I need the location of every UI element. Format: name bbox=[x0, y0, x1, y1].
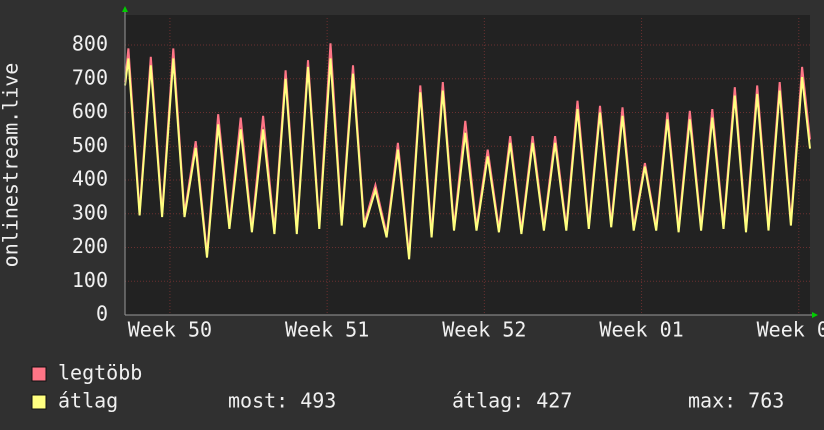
legend-label: legtöbb bbox=[58, 361, 142, 385]
y-tick-label: 600 bbox=[72, 99, 108, 123]
y-tick-label: 800 bbox=[72, 32, 108, 56]
stat-value: 427 bbox=[536, 389, 572, 413]
y-tick-label: 700 bbox=[72, 65, 108, 89]
x-tick-label: Week 50 bbox=[128, 318, 212, 342]
legend-swatch bbox=[31, 366, 47, 382]
stat-label: átlag: bbox=[452, 389, 524, 413]
stat-value: 493 bbox=[300, 389, 336, 413]
series-line bbox=[124, 58, 811, 260]
y-tick-label: 400 bbox=[72, 167, 108, 191]
y-tick-label: 0 bbox=[96, 302, 108, 326]
axis-arrow bbox=[812, 312, 818, 318]
x-tick-label: Week 01 bbox=[599, 318, 683, 342]
legend-label: átlag bbox=[58, 389, 118, 413]
stat-label: max: bbox=[688, 389, 736, 413]
y-tick-label: 200 bbox=[72, 234, 108, 258]
axis-arrow bbox=[122, 6, 128, 12]
stat-value: 763 bbox=[748, 389, 784, 413]
stat-label: most: bbox=[228, 389, 288, 413]
x-tick-label: Week 02 bbox=[757, 318, 824, 342]
x-tick-label: Week 51 bbox=[285, 318, 369, 342]
y-tick-label: 300 bbox=[72, 200, 108, 224]
legend-swatch bbox=[31, 394, 47, 410]
y-tick-label: 500 bbox=[72, 133, 108, 157]
y-axis-label: onlinestream.live bbox=[0, 63, 23, 268]
y-tick-label: 100 bbox=[72, 268, 108, 292]
x-tick-label: Week 52 bbox=[442, 318, 526, 342]
